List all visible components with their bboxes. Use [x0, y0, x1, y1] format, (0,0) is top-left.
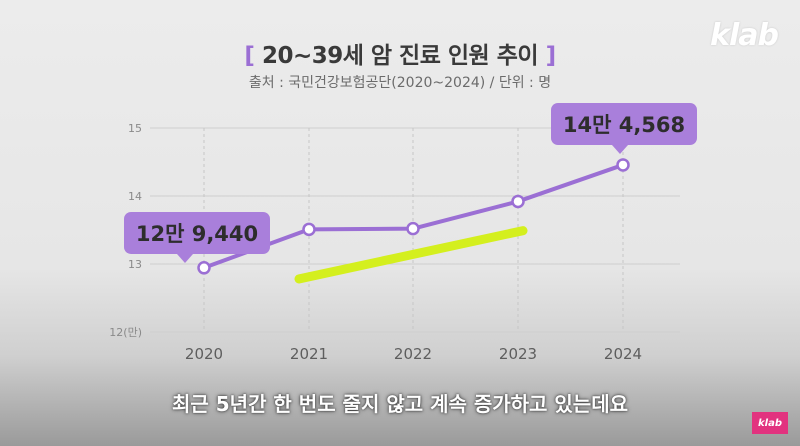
data-point — [302, 222, 316, 237]
x-tick-label: 2022 — [394, 345, 432, 363]
y-tick-label: 13 — [128, 258, 142, 271]
data-point — [616, 158, 630, 172]
klab-small-logo: klab — [752, 412, 788, 434]
x-tick-label: 2021 — [290, 345, 328, 363]
x-tick-label: 2023 — [499, 345, 537, 363]
data-label: 12만 9,440 — [136, 222, 258, 246]
caption-subtitle: 최근 5년간 한 번도 줄지 않고 계속 증가하고 있는데요 — [171, 392, 629, 416]
y-tick-label: 14 — [128, 190, 142, 203]
callout-box — [124, 212, 270, 254]
data-point — [406, 221, 420, 236]
callout-pointer — [612, 145, 628, 154]
title-bracket-close: ] — [545, 43, 557, 69]
chart-title: [ 20~39세 암 진료 인원 추이 ] — [0, 36, 800, 70]
highlight-stroke — [294, 226, 528, 284]
data-label: 14만 4,568 — [563, 113, 685, 137]
title-bracket-open: [ — [244, 43, 255, 69]
y-tick-label: 15 — [128, 122, 142, 135]
klab-logo: klab — [710, 18, 779, 53]
callout-pointer — [177, 254, 193, 263]
x-tick-label: 2024 — [604, 345, 642, 363]
title-text: 20~39세 암 진료 인원 추이 — [261, 43, 539, 69]
x-tick-label: 2020 — [185, 345, 223, 363]
chart-source: 출처 : 국민건강보험공단(2020~2024) / 단위 : 명 — [248, 75, 552, 91]
y-tick-label: 12(만) — [109, 326, 142, 339]
data-point — [511, 194, 525, 209]
callout-box — [551, 103, 697, 145]
data-point — [197, 261, 211, 275]
